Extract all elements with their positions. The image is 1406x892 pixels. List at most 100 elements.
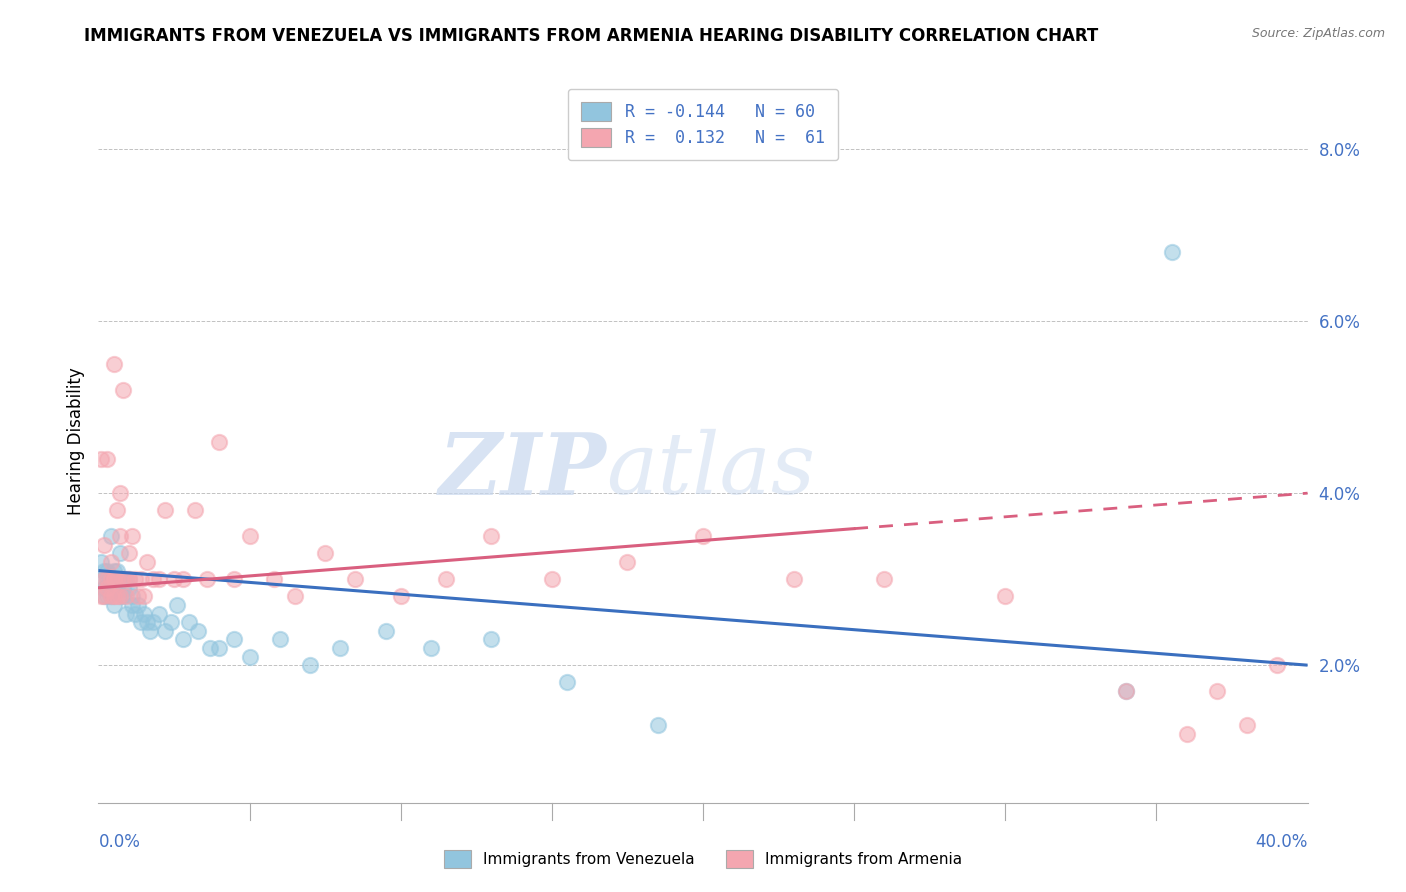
Point <box>103 590 125 604</box>
Point <box>299 658 322 673</box>
Point <box>114 572 136 586</box>
Point <box>108 529 131 543</box>
Text: atlas: atlas <box>606 429 815 512</box>
Point <box>129 615 152 630</box>
Point <box>195 572 218 586</box>
Point <box>93 590 115 604</box>
Point <box>1160 245 1182 260</box>
Point <box>100 590 122 604</box>
Point <box>103 572 125 586</box>
Point <box>172 632 194 647</box>
Point <box>96 581 118 595</box>
Point <box>111 572 134 586</box>
Point <box>96 451 118 466</box>
Point <box>208 640 231 655</box>
Point <box>647 718 669 732</box>
Point <box>118 581 141 595</box>
Point <box>374 624 396 638</box>
Point <box>481 529 503 543</box>
Point <box>692 529 714 543</box>
Point <box>269 632 291 647</box>
Point <box>105 572 128 586</box>
Point <box>90 555 112 569</box>
Point <box>108 546 131 560</box>
Point <box>420 640 443 655</box>
Point <box>783 572 806 586</box>
Point <box>100 555 122 569</box>
Point <box>105 564 128 578</box>
Text: Source: ZipAtlas.com: Source: ZipAtlas.com <box>1251 27 1385 40</box>
Point <box>100 572 122 586</box>
Point <box>96 572 118 586</box>
Text: 40.0%: 40.0% <box>1256 833 1308 851</box>
Point <box>142 615 165 630</box>
Point <box>108 572 131 586</box>
Point <box>100 572 122 586</box>
Text: ZIP: ZIP <box>439 429 606 512</box>
Point <box>96 590 118 604</box>
Point <box>224 572 246 586</box>
Point <box>105 590 128 604</box>
Point <box>1115 684 1137 698</box>
Point <box>389 590 412 604</box>
Point <box>314 546 336 560</box>
Point <box>96 581 118 595</box>
Point <box>111 383 134 397</box>
Text: 0.0%: 0.0% <box>98 833 141 851</box>
Point <box>142 572 165 586</box>
Point <box>239 529 262 543</box>
Point <box>111 590 134 604</box>
Point <box>166 598 188 612</box>
Point <box>100 529 122 543</box>
Point <box>103 572 125 586</box>
Point <box>114 590 136 604</box>
Point <box>1267 658 1289 673</box>
Point <box>93 564 115 578</box>
Point <box>121 598 143 612</box>
Point <box>184 503 207 517</box>
Point <box>124 607 146 621</box>
Point <box>121 529 143 543</box>
Text: IMMIGRANTS FROM VENEZUELA VS IMMIGRANTS FROM ARMENIA HEARING DISABILITY CORRELAT: IMMIGRANTS FROM VENEZUELA VS IMMIGRANTS … <box>84 27 1098 45</box>
Point <box>111 581 134 595</box>
Point <box>114 572 136 586</box>
Point <box>90 572 112 586</box>
Point <box>100 572 122 586</box>
Point <box>105 572 128 586</box>
Point <box>148 607 170 621</box>
Point <box>132 590 155 604</box>
Point <box>160 615 183 630</box>
Point <box>93 538 115 552</box>
Point <box>96 564 118 578</box>
Point <box>329 640 352 655</box>
Point <box>108 590 131 604</box>
Point <box>555 675 578 690</box>
Point <box>103 564 125 578</box>
Point <box>200 640 222 655</box>
Point <box>121 590 143 604</box>
Point <box>132 607 155 621</box>
Y-axis label: Hearing Disability: Hearing Disability <box>66 368 84 516</box>
Point <box>179 615 201 630</box>
Point <box>616 555 638 569</box>
Point <box>153 624 176 638</box>
Point <box>434 572 457 586</box>
Point <box>481 632 503 647</box>
Point <box>163 572 186 586</box>
Point <box>93 590 115 604</box>
Point <box>90 451 112 466</box>
Point <box>129 572 152 586</box>
Point <box>105 581 128 595</box>
Point <box>153 503 176 517</box>
Point <box>105 503 128 517</box>
Point <box>263 572 285 586</box>
Point <box>108 486 131 500</box>
Point <box>139 624 162 638</box>
Point <box>103 357 125 371</box>
Point <box>135 615 157 630</box>
Point <box>108 590 131 604</box>
Point <box>284 590 307 604</box>
Point <box>172 572 194 586</box>
Point <box>100 590 122 604</box>
Point <box>135 555 157 569</box>
